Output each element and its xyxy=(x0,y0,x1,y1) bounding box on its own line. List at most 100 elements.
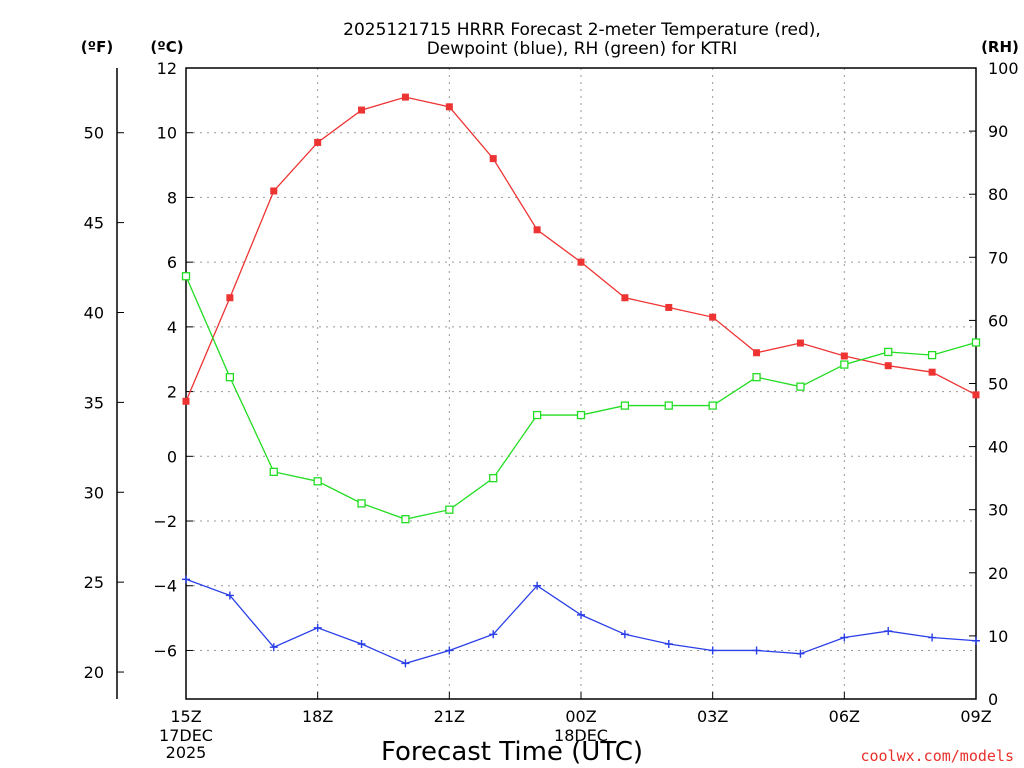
rh-tick-label: 60 xyxy=(988,311,1008,330)
x-date-label: 17DEC xyxy=(159,726,213,745)
2-meter-temperature-point xyxy=(621,294,629,302)
dewpoint-point xyxy=(489,630,498,639)
chart-title-line-2: Dewpoint (blue), RH (green) for KTRI xyxy=(427,39,738,59)
x-date-label: 2025 xyxy=(166,743,207,762)
rh-point xyxy=(708,401,717,410)
2-meter-temperature-point xyxy=(226,294,234,302)
x-tick-label: 21Z xyxy=(434,707,465,726)
rh-point xyxy=(489,473,498,483)
2-meter-temperature-point xyxy=(533,226,541,234)
dewpoint-point xyxy=(401,659,410,668)
series xyxy=(181,93,981,668)
fahrenheit-tick-label: 20 xyxy=(84,663,104,682)
dewpoint-point xyxy=(445,646,454,655)
rh-point xyxy=(532,410,542,420)
fahrenheit-tick-label: 35 xyxy=(84,393,104,412)
x-tick-label: 18Z xyxy=(302,707,333,726)
dewpoint-point xyxy=(269,643,278,652)
dewpoint-point xyxy=(840,633,849,642)
rh-tick-label: 100 xyxy=(988,59,1019,78)
dewpoint-point xyxy=(664,639,673,648)
2-meter-temperature-point xyxy=(358,106,366,114)
2-meter-temperature-point xyxy=(577,258,585,266)
dewpoint-point xyxy=(313,623,322,632)
dewpoint-point xyxy=(182,575,190,584)
rh-point xyxy=(796,382,805,391)
fahrenheit-tick-label: 30 xyxy=(84,483,104,502)
2-meter-temperature-point xyxy=(972,391,980,399)
rh-point xyxy=(884,347,893,357)
2-meter-temperature-point xyxy=(840,352,848,360)
rh-point xyxy=(445,505,454,514)
rh-point xyxy=(620,401,630,410)
2-meter-temperature-point xyxy=(314,138,322,146)
fahrenheit-tick-label: 50 xyxy=(84,124,104,143)
celsius-axis-label: (ºC) xyxy=(150,38,183,56)
dewpoint-point xyxy=(577,610,585,619)
x-tick-label: 06Z xyxy=(829,707,860,726)
rh-tick-label: 80 xyxy=(988,185,1008,204)
rh-tick-label: 90 xyxy=(988,122,1008,141)
dewpoint-point xyxy=(225,591,234,600)
2-meter-temperature-point xyxy=(665,303,673,311)
rh-axis-label: (RH) xyxy=(981,38,1019,56)
2-meter-temperature-point xyxy=(709,313,717,321)
fahrenheit-tick-label: 25 xyxy=(84,573,104,592)
chart-title-line-1: 2025121715 HRRR Forecast 2-meter Tempera… xyxy=(343,20,821,40)
dewpoint-point xyxy=(972,636,980,645)
x-axis-label: Forecast Time (UTC) xyxy=(381,737,643,767)
grid xyxy=(186,68,976,699)
dewpoint-point xyxy=(928,633,937,642)
dewpoint-point xyxy=(533,581,542,590)
celsius-tick-label: −6 xyxy=(153,641,177,660)
rh-tick-label: 70 xyxy=(988,248,1008,267)
rh-point xyxy=(752,373,761,382)
2-meter-temperature-point xyxy=(884,362,892,370)
x-tick-label: 09Z xyxy=(960,707,991,726)
rh-point xyxy=(313,477,322,486)
x-date-label: 18DEC xyxy=(554,726,608,745)
rh-tick-label: 0 xyxy=(988,690,998,709)
dewpoint-point xyxy=(884,627,893,636)
tick-labels: 121086420−2−4−65045403530252001020304050… xyxy=(84,59,1019,762)
2-meter-temperature-point xyxy=(270,187,278,195)
rh-point xyxy=(840,360,849,369)
fahrenheit-tick-label: 45 xyxy=(84,214,104,233)
celsius-tick-label: 10 xyxy=(157,124,177,143)
2-meter-temperature-point xyxy=(753,349,761,357)
celsius-tick-label: −4 xyxy=(153,577,177,596)
x-tick-label: 15Z xyxy=(170,707,201,726)
rh-tick-label: 40 xyxy=(988,438,1008,457)
dewpoint-point xyxy=(796,649,805,658)
2-meter-temperature-point xyxy=(445,103,453,111)
rh-tick-label: 10 xyxy=(988,627,1008,646)
celsius-tick-label: 0 xyxy=(167,447,177,466)
dewpoint-point xyxy=(620,630,629,639)
rh-point xyxy=(181,272,191,281)
credit-text: coolwx.com/models xyxy=(860,747,1014,765)
rh-point xyxy=(971,338,981,347)
fahrenheit-axis-label: (ºF) xyxy=(81,38,113,56)
celsius-tick-label: 8 xyxy=(167,188,177,207)
celsius-tick-label: 2 xyxy=(167,383,177,402)
2-meter-temperature-point xyxy=(796,339,804,347)
dewpoint-point xyxy=(752,646,761,655)
2-meter-temperature-point xyxy=(489,155,497,163)
celsius-tick-label: 4 xyxy=(167,318,177,337)
rh-tick-label: 20 xyxy=(988,564,1008,583)
dewpoint-point xyxy=(708,646,717,655)
2-meter-temperature-point xyxy=(401,93,409,101)
rh-point xyxy=(927,350,937,360)
x-tick-label: 00Z xyxy=(565,707,596,726)
rh-tick-label: 50 xyxy=(988,375,1008,394)
dewpoint-point xyxy=(357,639,366,648)
rh-tick-label: 30 xyxy=(988,501,1008,520)
celsius-tick-label: 12 xyxy=(157,59,177,78)
celsius-tick-label: −2 xyxy=(153,512,177,531)
celsius-tick-label: 6 xyxy=(167,253,177,272)
2-meter-temperature-point xyxy=(928,368,936,376)
rh-point xyxy=(357,499,366,508)
rh-point xyxy=(664,401,673,410)
rh-point xyxy=(401,515,410,524)
